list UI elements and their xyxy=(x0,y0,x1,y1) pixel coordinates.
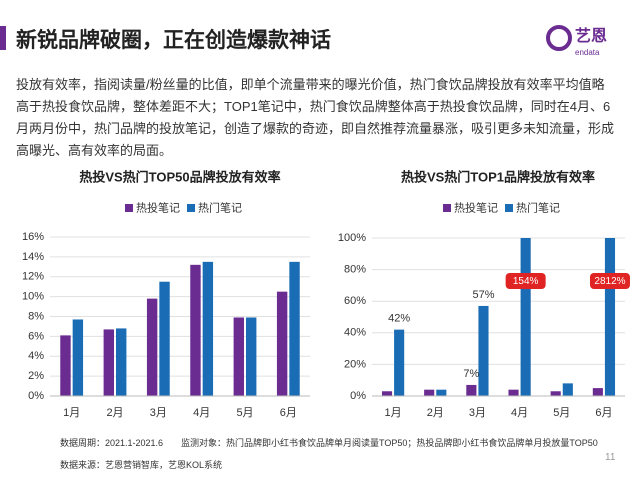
y-tick-label: 60% xyxy=(344,295,366,307)
bar xyxy=(436,389,447,396)
y-tick-label: 14% xyxy=(22,251,44,263)
badge xyxy=(505,273,546,289)
y-tick-label: 40% xyxy=(344,327,366,339)
paragraph: 投放有效率，指阅读量/粉丝量的比值，即单个流量带来的曝光价值，热门食饮品牌投放有… xyxy=(16,77,615,158)
value-label: 7% xyxy=(463,368,479,380)
page-number: 11 xyxy=(605,452,616,463)
x-tick-label: 1月 xyxy=(385,407,402,419)
logo-icon xyxy=(546,25,572,51)
x-tick-label: 5月 xyxy=(553,407,570,419)
bar xyxy=(394,329,405,396)
legend-label: 热投笔记 xyxy=(454,200,498,214)
bar xyxy=(233,317,244,396)
bar xyxy=(550,391,561,396)
legend-swatch xyxy=(187,204,195,212)
bar xyxy=(246,317,257,396)
y-tick-label: 0% xyxy=(350,390,366,402)
bar xyxy=(159,281,170,396)
x-tick-label: 4月 xyxy=(511,407,528,419)
y-tick-label: 10% xyxy=(22,291,44,303)
y-tick-label: 80% xyxy=(344,264,366,276)
y-tick-label: 2% xyxy=(28,370,44,382)
x-tick-label: 6月 xyxy=(595,407,612,419)
bar xyxy=(202,261,214,396)
bar xyxy=(276,291,288,396)
x-tick-label: 3月 xyxy=(469,407,486,419)
bar xyxy=(103,329,114,396)
slide-title: 新锐品牌破圈，正在创造爆款神话 xyxy=(16,29,331,52)
x-tick-label: 2月 xyxy=(106,407,123,419)
bar xyxy=(508,389,519,396)
y-tick-label: 16% xyxy=(22,231,44,243)
bar xyxy=(466,384,477,396)
bar xyxy=(592,388,603,396)
y-tick-label: 6% xyxy=(28,330,44,342)
bar xyxy=(72,319,84,396)
legend-swatch xyxy=(505,204,513,212)
value-label: 154% xyxy=(513,276,539,287)
bar xyxy=(289,261,300,396)
logo-sub: endata xyxy=(575,48,600,57)
x-tick-label: 4月 xyxy=(193,407,210,419)
chart-title: 热投VS热门TOP50品牌投放有效率 xyxy=(79,169,280,184)
bar xyxy=(424,389,435,396)
x-tick-label: 6月 xyxy=(280,407,297,419)
legend-label: 热投笔记 xyxy=(136,200,180,214)
x-tick-label: 3月 xyxy=(150,407,167,419)
value-label: 42% xyxy=(388,313,410,325)
x-tick-label: 5月 xyxy=(236,407,253,419)
legend-swatch xyxy=(125,204,133,212)
legend-label: 热门笔记 xyxy=(516,200,560,214)
value-label: 57% xyxy=(472,289,494,301)
bars xyxy=(381,238,616,396)
bar xyxy=(520,238,531,396)
badge xyxy=(589,273,630,289)
bar xyxy=(116,328,127,396)
y-tick-label: 4% xyxy=(28,350,44,362)
x-tick-label: 2月 xyxy=(427,407,444,419)
footnote: 数据来源：艺恩营销智库，艺恩KOL系统 xyxy=(60,460,223,470)
y-tick-label: 20% xyxy=(344,358,366,370)
bar xyxy=(562,383,573,396)
y-tick-label: 8% xyxy=(28,310,44,322)
logo-text: 艺恩 xyxy=(575,26,607,45)
bar xyxy=(190,264,201,396)
legend-swatch xyxy=(443,204,451,212)
y-tick-label: 12% xyxy=(22,271,44,283)
bar xyxy=(60,335,71,396)
bar xyxy=(146,298,158,396)
title-accent xyxy=(0,26,6,50)
chart-title: 热投VS热门TOP1品牌投放有效率 xyxy=(401,169,595,184)
bar xyxy=(604,238,616,396)
bar xyxy=(381,391,393,396)
legend-label: 热门笔记 xyxy=(198,200,242,214)
logo: 艺恩 endata xyxy=(546,25,607,57)
y-tick-label: 100% xyxy=(338,232,366,244)
bar xyxy=(478,305,489,396)
footnote: 数据周期：2021.1-2021.6 监测对象：热门品牌即小红书食饮品牌单月阅读… xyxy=(60,438,598,448)
y-tick-label: 0% xyxy=(28,390,44,402)
x-tick-label: 1月 xyxy=(63,407,80,419)
value-label: 2812% xyxy=(594,276,625,287)
bars xyxy=(60,261,300,396)
